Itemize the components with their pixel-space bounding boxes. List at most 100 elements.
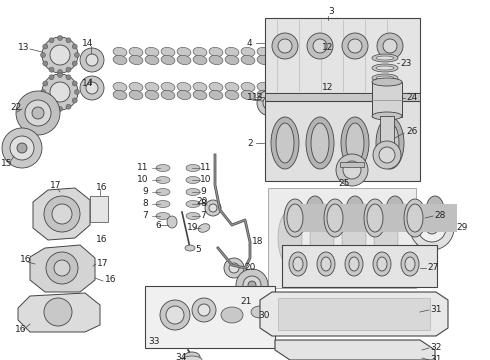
Ellipse shape bbox=[209, 48, 223, 57]
Circle shape bbox=[66, 104, 71, 109]
Text: 9: 9 bbox=[200, 188, 206, 197]
Ellipse shape bbox=[372, 112, 402, 120]
Circle shape bbox=[236, 269, 268, 301]
Circle shape bbox=[42, 37, 78, 73]
Circle shape bbox=[72, 98, 77, 103]
Bar bbox=[145, 286, 275, 348]
Circle shape bbox=[32, 107, 44, 119]
Text: 16: 16 bbox=[96, 235, 107, 244]
Text: 15: 15 bbox=[1, 158, 13, 167]
Circle shape bbox=[74, 53, 79, 58]
Circle shape bbox=[25, 100, 51, 126]
Ellipse shape bbox=[289, 252, 307, 276]
Ellipse shape bbox=[145, 90, 159, 100]
Circle shape bbox=[50, 82, 70, 102]
Bar bbox=[372, 82, 402, 117]
Ellipse shape bbox=[113, 48, 127, 57]
Circle shape bbox=[74, 90, 79, 94]
Ellipse shape bbox=[177, 48, 191, 57]
Ellipse shape bbox=[184, 352, 200, 360]
Circle shape bbox=[66, 38, 71, 43]
Circle shape bbox=[50, 45, 70, 65]
Ellipse shape bbox=[372, 78, 402, 86]
Ellipse shape bbox=[271, 117, 299, 169]
Ellipse shape bbox=[193, 48, 207, 57]
Ellipse shape bbox=[161, 82, 175, 91]
Ellipse shape bbox=[113, 90, 127, 100]
Ellipse shape bbox=[310, 211, 334, 266]
Ellipse shape bbox=[241, 82, 255, 91]
Circle shape bbox=[80, 76, 104, 100]
Ellipse shape bbox=[376, 76, 394, 80]
Ellipse shape bbox=[241, 90, 255, 100]
Circle shape bbox=[265, 297, 275, 307]
Bar bbox=[268, 188, 416, 288]
Circle shape bbox=[57, 69, 63, 75]
Ellipse shape bbox=[401, 252, 419, 276]
Circle shape bbox=[86, 54, 98, 66]
Ellipse shape bbox=[145, 55, 159, 64]
Ellipse shape bbox=[376, 56, 394, 60]
Ellipse shape bbox=[156, 176, 170, 184]
Bar bbox=[380, 116, 394, 156]
Ellipse shape bbox=[257, 82, 271, 91]
Circle shape bbox=[160, 300, 190, 330]
Ellipse shape bbox=[372, 64, 398, 72]
Polygon shape bbox=[275, 340, 435, 360]
Text: 12: 12 bbox=[322, 82, 333, 91]
Circle shape bbox=[343, 161, 361, 179]
Ellipse shape bbox=[129, 90, 143, 100]
Circle shape bbox=[66, 75, 71, 80]
Circle shape bbox=[72, 44, 77, 49]
Circle shape bbox=[336, 154, 368, 186]
Ellipse shape bbox=[145, 82, 159, 91]
Ellipse shape bbox=[386, 196, 404, 224]
Circle shape bbox=[46, 252, 78, 284]
Ellipse shape bbox=[129, 55, 143, 64]
Text: 13: 13 bbox=[18, 44, 29, 53]
Circle shape bbox=[42, 74, 78, 110]
Circle shape bbox=[418, 214, 446, 242]
Bar bbox=[265, 93, 420, 101]
Ellipse shape bbox=[198, 224, 210, 232]
Text: 11: 11 bbox=[137, 163, 148, 172]
Text: 32: 32 bbox=[430, 343, 441, 352]
Circle shape bbox=[313, 39, 327, 53]
Text: 18: 18 bbox=[252, 238, 264, 247]
Ellipse shape bbox=[346, 123, 364, 163]
Circle shape bbox=[41, 53, 46, 58]
Circle shape bbox=[166, 306, 184, 324]
Ellipse shape bbox=[317, 252, 335, 276]
Text: 23: 23 bbox=[400, 58, 412, 68]
Ellipse shape bbox=[376, 66, 394, 70]
Ellipse shape bbox=[182, 356, 202, 360]
Text: 26: 26 bbox=[406, 127, 417, 136]
Ellipse shape bbox=[376, 117, 404, 169]
Circle shape bbox=[41, 90, 46, 94]
Ellipse shape bbox=[129, 82, 143, 91]
Text: 20: 20 bbox=[244, 264, 255, 273]
Text: 7: 7 bbox=[142, 211, 148, 220]
Ellipse shape bbox=[186, 176, 200, 184]
Text: 8: 8 bbox=[200, 199, 206, 208]
Circle shape bbox=[426, 222, 438, 234]
Text: 27: 27 bbox=[427, 264, 439, 273]
Text: 6: 6 bbox=[155, 220, 161, 230]
Circle shape bbox=[410, 206, 454, 250]
Text: 34: 34 bbox=[175, 354, 186, 360]
Ellipse shape bbox=[373, 252, 391, 276]
Text: 8: 8 bbox=[142, 199, 148, 208]
Ellipse shape bbox=[113, 82, 127, 91]
Text: 19: 19 bbox=[187, 224, 198, 233]
Ellipse shape bbox=[405, 257, 415, 271]
Text: 16: 16 bbox=[105, 275, 117, 284]
Ellipse shape bbox=[225, 55, 239, 64]
Ellipse shape bbox=[221, 307, 243, 323]
Ellipse shape bbox=[342, 211, 366, 266]
Text: 21: 21 bbox=[240, 297, 251, 306]
Ellipse shape bbox=[257, 55, 271, 64]
Circle shape bbox=[257, 90, 283, 116]
Ellipse shape bbox=[345, 252, 363, 276]
Circle shape bbox=[243, 276, 261, 294]
Ellipse shape bbox=[225, 90, 239, 100]
